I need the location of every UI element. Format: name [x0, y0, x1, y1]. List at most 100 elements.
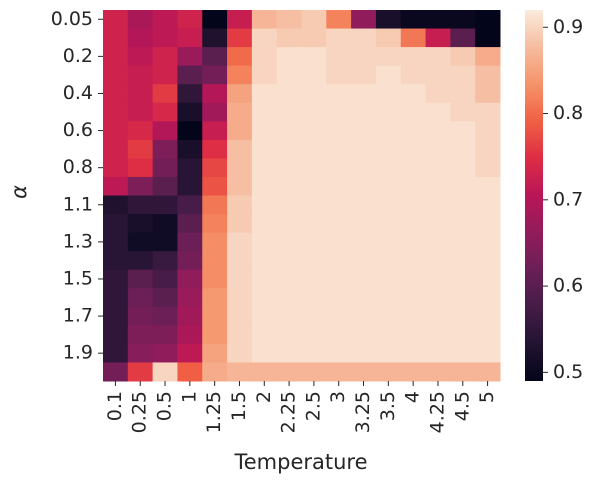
- cell: [450, 232, 476, 252]
- cell: [326, 139, 352, 159]
- cell: [326, 214, 352, 234]
- cell: [425, 195, 451, 215]
- cell: [103, 139, 129, 159]
- cell: [326, 232, 352, 252]
- cell: [202, 232, 228, 252]
- cell: [400, 158, 427, 178]
- cell: [227, 325, 253, 345]
- cell: [326, 269, 352, 289]
- cell: [202, 306, 228, 326]
- cell: [251, 214, 278, 234]
- cell: [326, 102, 352, 122]
- cell: [103, 325, 129, 345]
- cell: [400, 325, 427, 345]
- x-tick-label: 3.5: [377, 391, 399, 421]
- cell: [425, 325, 451, 345]
- x-tick-label: 0.25: [129, 391, 151, 433]
- cell: [351, 84, 377, 104]
- cell: [301, 288, 327, 308]
- cell: [177, 232, 203, 252]
- cell: [251, 139, 278, 159]
- cell: [326, 47, 352, 67]
- cell: [276, 343, 302, 363]
- x-tick-label: 3.25: [352, 391, 374, 433]
- cell: [450, 288, 476, 308]
- cell: [177, 121, 203, 141]
- cell: [450, 195, 476, 215]
- cell: [400, 306, 427, 326]
- colorbar-tick-label: 0.7: [553, 188, 583, 210]
- cell: [152, 251, 178, 271]
- cell: [375, 232, 402, 252]
- cell: [475, 306, 501, 326]
- x-tick-label: 3: [327, 391, 349, 403]
- cell: [326, 288, 352, 308]
- y-tick-label: 0.05: [51, 8, 93, 30]
- cell: [177, 65, 203, 85]
- cell: [425, 176, 451, 196]
- cell: [326, 251, 352, 271]
- cell: [326, 84, 352, 104]
- cell: [400, 47, 427, 67]
- cell: [177, 195, 203, 215]
- cell: [400, 65, 427, 85]
- cell: [475, 362, 501, 382]
- cell: [425, 28, 451, 48]
- cell: [301, 306, 327, 326]
- cell: [400, 214, 427, 234]
- cell: [351, 269, 377, 289]
- cell: [202, 139, 228, 159]
- cell: [177, 251, 203, 271]
- cell: [251, 269, 278, 289]
- cell: [301, 176, 327, 196]
- cell: [227, 84, 253, 104]
- cell: [326, 158, 352, 178]
- cell: [227, 269, 253, 289]
- cell: [227, 362, 253, 382]
- cell: [152, 232, 178, 252]
- cell: [450, 269, 476, 289]
- cell: [400, 176, 427, 196]
- cell: [103, 343, 129, 363]
- cell: [152, 195, 178, 215]
- cell: [301, 47, 327, 67]
- cell: [351, 65, 377, 85]
- cell: [227, 195, 253, 215]
- cell: [251, 28, 278, 48]
- cell: [127, 102, 154, 122]
- cell: [127, 306, 154, 326]
- cell: [301, 232, 327, 252]
- cell: [177, 176, 203, 196]
- cell: [251, 343, 278, 363]
- cell: [202, 176, 228, 196]
- cell: [251, 65, 278, 85]
- cell: [450, 28, 476, 48]
- cell: [375, 84, 402, 104]
- cell: [152, 325, 178, 345]
- colorbar: [525, 10, 543, 381]
- cell: [301, 65, 327, 85]
- cell: [177, 214, 203, 234]
- cell: [202, 269, 228, 289]
- cell: [202, 65, 228, 85]
- cell: [103, 65, 129, 85]
- cell: [301, 325, 327, 345]
- cell: [351, 10, 377, 30]
- cell: [375, 195, 402, 215]
- cell: [103, 176, 129, 196]
- cell: [276, 10, 302, 30]
- cell: [127, 195, 154, 215]
- cell: [351, 176, 377, 196]
- colorbar-tick-label: 0.6: [553, 275, 583, 297]
- cell: [127, 362, 154, 382]
- cell: [152, 176, 178, 196]
- cell: [450, 362, 476, 382]
- y-tick-label: 1.7: [63, 305, 93, 327]
- cell: [351, 214, 377, 234]
- cell: [301, 195, 327, 215]
- cell: [177, 47, 203, 67]
- cell: [475, 195, 501, 215]
- cell: [276, 251, 302, 271]
- cell: [326, 362, 352, 382]
- y-tick-label: 1.3: [63, 230, 93, 252]
